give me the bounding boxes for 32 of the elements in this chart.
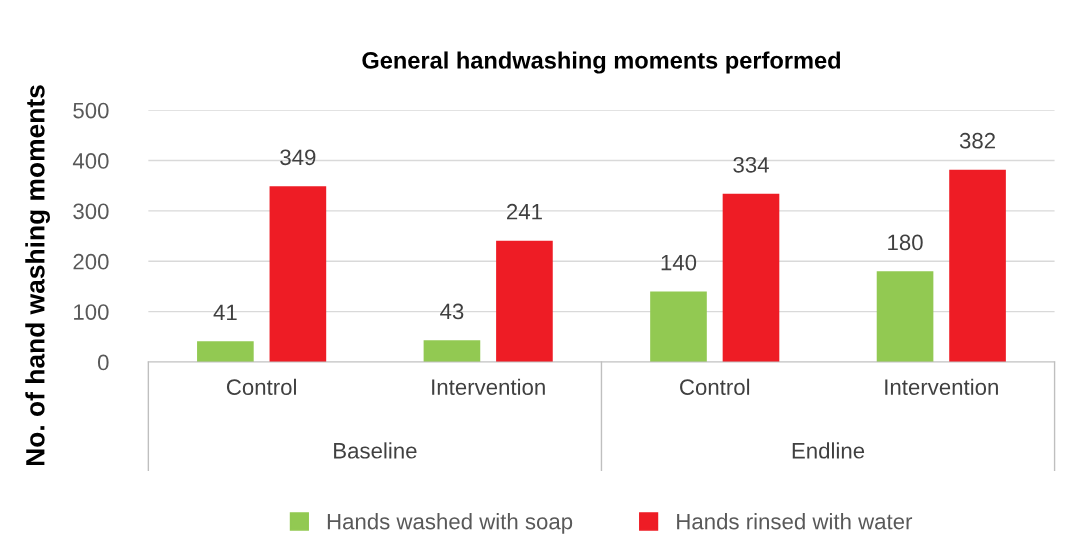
x-tick-label: Intervention xyxy=(432,378,545,395)
y-tick-label: 100 xyxy=(74,304,109,320)
x-tick-label: Intervention xyxy=(885,378,998,395)
bar xyxy=(197,341,254,363)
x-tick-label: Control xyxy=(226,378,296,395)
y-tick-label: 0 xyxy=(97,354,109,371)
data-label: 382 xyxy=(959,132,995,149)
text: Baseline xyxy=(334,442,417,459)
y-tick-label: 500 xyxy=(73,102,109,119)
text: Endline xyxy=(792,442,865,459)
bar xyxy=(496,240,553,363)
bar xyxy=(876,271,934,363)
bar xyxy=(949,169,1006,363)
y-tick-label: 200 xyxy=(73,253,109,270)
bar xyxy=(722,193,780,363)
data-label: 334 xyxy=(733,157,769,173)
y-tick-label: 400 xyxy=(72,153,109,169)
data-label: 241 xyxy=(507,203,542,220)
legend-label: Hands washed with soap xyxy=(327,513,573,534)
bar xyxy=(650,291,707,363)
data-label: 43 xyxy=(440,303,464,320)
bar xyxy=(423,340,481,363)
y-axis-title: No. of hand washing moments xyxy=(25,85,50,466)
data-label: 180 xyxy=(888,234,923,251)
legend-label: Hands rinsed with water xyxy=(677,513,913,530)
x-tick-label: Control xyxy=(680,378,750,395)
chart-title: General handwashing moments performed xyxy=(362,51,841,74)
bar xyxy=(269,186,327,363)
data-label: 349 xyxy=(280,149,316,166)
data-label: 140 xyxy=(661,254,697,271)
y-tick-label: 300 xyxy=(73,203,109,220)
data-label: 41 xyxy=(213,304,237,321)
